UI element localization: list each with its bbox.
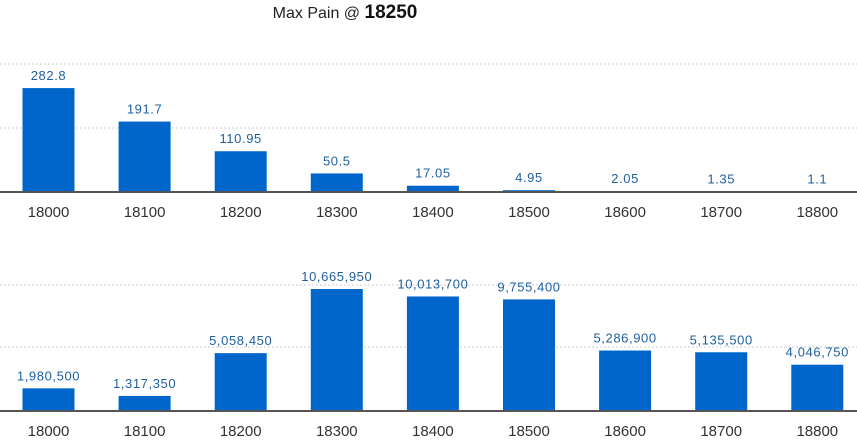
x-tick-label: 18400: [412, 204, 454, 221]
max-pain-value: 18250: [364, 2, 418, 23]
bar-18100: [118, 395, 171, 411]
x-tick-label: 18100: [124, 204, 166, 221]
x-tick-label: 18300: [316, 204, 358, 221]
bar-18300: [310, 288, 363, 411]
bar-18200: [214, 151, 267, 192]
data-label: 1.1: [807, 172, 827, 187]
data-label: 10,013,700: [397, 276, 468, 291]
x-tick-label: 18800: [796, 423, 838, 440]
data-label: 17.05: [415, 166, 451, 181]
title-prefix: Max Pain @: [272, 5, 361, 22]
x-tick-label: 18600: [604, 423, 646, 440]
data-label: 282.8: [31, 68, 67, 83]
data-label: 10,665,950: [301, 269, 372, 284]
chart-title: Max Pain @ 18250: [0, 2, 690, 24]
x-tick-label: 18000: [28, 423, 70, 440]
data-label: 5,286,900: [593, 331, 656, 346]
bar-18800: [791, 364, 844, 411]
bar-18000: [22, 388, 75, 411]
data-label: 9,755,400: [497, 279, 560, 294]
data-label: 110.95: [219, 131, 261, 146]
x-tick-label: 18500: [508, 423, 550, 440]
bar-18000: [22, 88, 75, 192]
bar-18400: [406, 185, 459, 192]
data-label: 5,058,450: [209, 333, 272, 348]
bar-18500: [503, 299, 555, 411]
data-label: 1.35: [707, 172, 735, 187]
bar-18600: [599, 350, 652, 411]
x-tick-label: 18100: [124, 423, 166, 440]
data-label: 1,317,350: [113, 376, 176, 391]
premium-bar-chart: 282.8 18000 191.7 18100 110.95 18200 50.5 18300…: [0, 63, 857, 221]
data-label: 1,980,500: [17, 368, 80, 383]
data-label: 4,046,750: [786, 345, 849, 360]
x-tick-label: 18300: [316, 423, 358, 440]
x-tick-label: 18200: [220, 204, 262, 221]
pain-value-bar-chart: 1,980,500 18000 1,317,350 18100 5,058,450 182…: [0, 269, 857, 440]
x-tick-label: 18500: [508, 204, 550, 221]
bar-18100: [118, 121, 171, 192]
x-tick-label: 18700: [700, 204, 742, 221]
x-tick-label: 18800: [796, 204, 838, 221]
x-tick-label: 18400: [412, 423, 454, 440]
data-label: 4.95: [515, 170, 543, 185]
x-tick-label: 18000: [28, 204, 70, 221]
x-tick-label: 18200: [220, 423, 262, 440]
data-label: 50.5: [323, 153, 351, 168]
bar-18200: [214, 353, 267, 411]
data-label: 191.7: [127, 102, 163, 117]
bar-18400: [406, 296, 459, 411]
data-label: 5,135,500: [690, 332, 753, 347]
x-tick-label: 18700: [700, 423, 742, 440]
bar-18300: [310, 173, 363, 192]
x-tick-label: 18600: [604, 204, 646, 221]
data-label: 2.05: [611, 171, 639, 186]
bar-18700: [695, 352, 748, 411]
